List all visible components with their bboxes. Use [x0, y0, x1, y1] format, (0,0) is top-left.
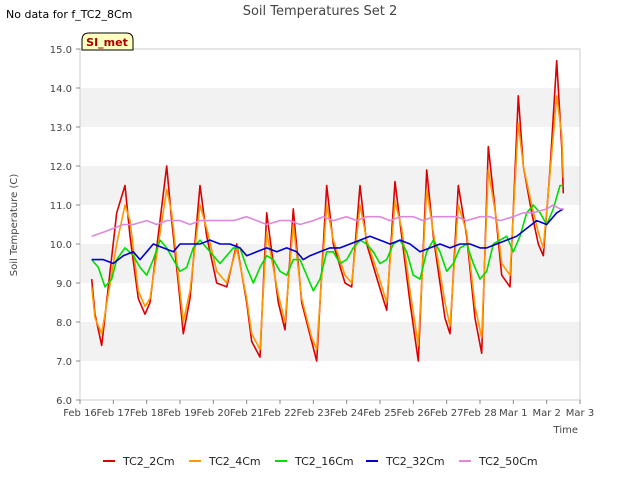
badge-label: SI_met — [86, 36, 128, 49]
legend-label: TC2_16Cm — [294, 455, 354, 468]
y-tick-label: 6.0 — [56, 396, 72, 407]
y-tick-label: 14.0 — [50, 84, 72, 95]
y-tick-label: 13.0 — [50, 123, 72, 134]
legend: TC2_2Cm TC2_4Cm TC2_16Cm TC2_32Cm TC2_50Cm — [103, 455, 538, 468]
series-line-tc2-16cm — [91, 184, 564, 292]
x-tick-label: Mar 3 — [566, 408, 594, 419]
y-tick-label: 9.0 — [56, 279, 72, 290]
y-tick-label: 8.0 — [56, 318, 72, 329]
y-tick-label: 10.0 — [50, 240, 72, 251]
x-tick-label: Feb 23 — [297, 408, 331, 419]
x-axis-label: Time — [553, 425, 578, 436]
plot-area — [79, 48, 581, 401]
legend-label: TC2_2Cm — [122, 455, 175, 468]
grid-band — [80, 49, 580, 88]
legend-label: TC2_4Cm — [208, 455, 261, 468]
grid-band — [80, 127, 580, 166]
x-tick-label: Feb 27 — [430, 408, 464, 419]
x-tick-label: Feb 20 — [197, 408, 231, 419]
x-tick-label: Feb 16 — [63, 408, 97, 419]
legend-label: TC2_50Cm — [478, 455, 538, 468]
x-tick-label: Mar 2 — [532, 408, 560, 419]
grid-band — [80, 244, 580, 283]
no-data-note: No data for f_TC2_8Cm — [6, 8, 132, 21]
series-lines — [90, 59, 565, 362]
grid-band — [80, 283, 580, 322]
x-tick-label: Feb 22 — [263, 408, 297, 419]
x-tick-label: Feb 18 — [130, 408, 164, 419]
y-tick-label: 11.0 — [50, 201, 72, 212]
site-badge: SI_met — [81, 32, 134, 51]
x-tick-label: Feb 26 — [397, 408, 431, 419]
y-axis-label: Soil Temperature (C) — [9, 174, 20, 277]
chart-title: Soil Temperatures Set 2 — [243, 4, 398, 19]
x-axis-ticks: Feb 16 Feb 17 Feb 18 Feb 19 Feb 20 Feb 21 Feb … — [63, 400, 594, 419]
x-tick-label: Feb 24 — [330, 408, 364, 419]
series-line-tc2-32cm — [91, 208, 564, 265]
grid-band — [80, 361, 580, 400]
y-tick-label: 15.0 — [50, 45, 72, 56]
x-tick-label: Feb 25 — [363, 408, 397, 419]
y-tick-label: 7.0 — [56, 357, 72, 368]
y-axis-ticks: 6.0 7.0 8.0 9.0 10.0 11.0 12.0 13.0 14.0 15.0 — [50, 45, 80, 407]
grid-band — [80, 166, 580, 205]
grid-band — [80, 88, 580, 127]
legend-label: TC2_32Cm — [385, 455, 445, 468]
x-tick-label: Mar 1 — [499, 408, 527, 419]
series-line-tc2-50cm — [91, 204, 564, 237]
x-tick-label: Feb 21 — [230, 408, 264, 419]
y-tick-label: 12.0 — [50, 162, 72, 173]
x-tick-label: Feb 19 — [163, 408, 197, 419]
x-tick-label: Feb 28 — [463, 408, 497, 419]
series-line-tc2-4cm — [90, 95, 565, 351]
x-tick-label: Feb 17 — [97, 408, 131, 419]
grid-band — [80, 322, 580, 361]
